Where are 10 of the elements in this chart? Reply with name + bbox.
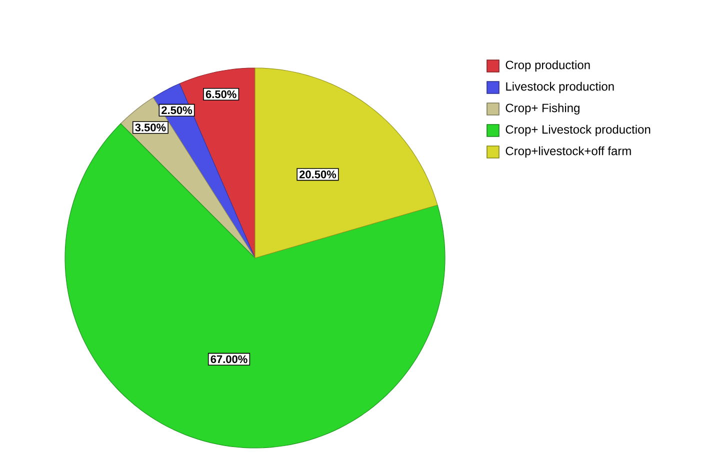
data-label: 20.50% <box>299 170 336 178</box>
data-label: 2.50% <box>162 106 192 114</box>
data-label: 67.00% <box>210 355 248 364</box>
legend-label: Crop+ Livestock production <box>506 124 650 136</box>
legend-label: Crop+livestock+off farm <box>506 146 631 158</box>
legend-label: Crop+ Fishing <box>506 103 580 115</box>
data-label: 6.50% <box>206 90 236 98</box>
legend-label: Crop production <box>506 60 590 72</box>
data-label: 3.50% <box>135 124 166 132</box>
legend-label: Livestock production <box>506 82 614 94</box>
